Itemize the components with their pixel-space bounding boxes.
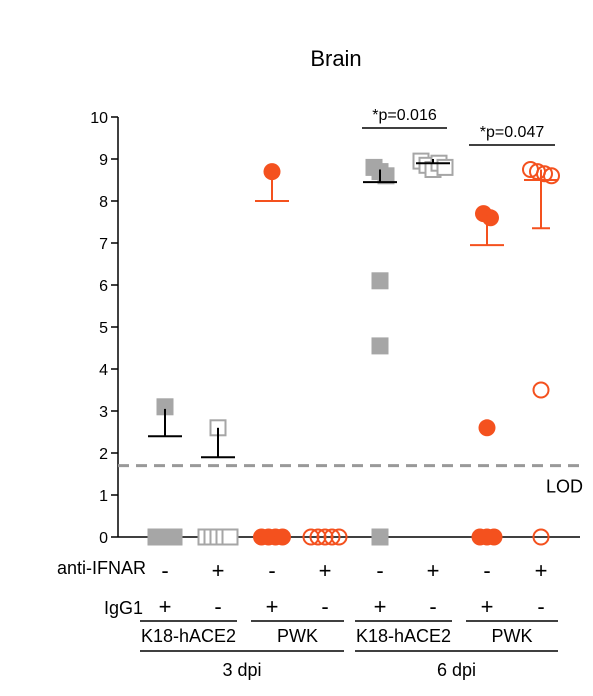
y-tick-label: 9 [99,152,108,169]
y-tick-label: 6 [99,278,108,295]
data-point [330,528,348,546]
significance-label: *p=0.047 [480,124,545,141]
anti-ifnar-label: anti-IFNAR [57,558,146,578]
significance-label: *p=0.016 [372,107,437,124]
igg1-sign: + [159,594,172,619]
strain-label: K18-hACE2 [356,626,451,646]
timepoint-label: 6 dpi [437,660,476,680]
data-point [156,398,174,416]
y-tick-label: 1 [99,488,108,505]
igg1-sign: - [537,594,544,619]
anti-ifnar-sign: + [427,558,440,583]
y-tick-label: 10 [90,110,108,127]
strain-label: K18-hACE2 [141,626,236,646]
anti-ifnar-sign: - [161,558,168,583]
igg1-sign: + [266,594,279,619]
y-tick-label: 4 [99,362,108,379]
data-point [485,528,503,546]
data-point [165,528,183,546]
data-point [371,528,389,546]
plot-area: 0 1 2 3 4 5 6 7 8 9 10 LOD *p=0.016 *p=0.047 anti-IFNA… [57,107,583,680]
igg1-sign: - [321,594,328,619]
igg1-sign: - [429,594,436,619]
data-point [532,528,550,546]
anti-ifnar-sign: - [268,558,275,583]
igg1-sign: + [374,594,387,619]
igg1-sign: - [214,594,221,619]
anti-ifnar-sign: - [483,558,490,583]
data-point [543,167,560,185]
anti-ifnar-sign: + [535,558,548,583]
anti-ifnar-sign: + [319,558,332,583]
data-point [371,272,389,290]
lod-label: LOD [546,477,583,497]
y-tick-label: 2 [99,446,108,463]
data-point [274,528,291,546]
data-point [371,337,389,355]
anti-ifnar-sign: - [376,558,383,583]
y-tick-label: 5 [99,320,108,337]
strain-label: PWK [277,626,318,646]
anti-ifnar-sign: + [212,558,225,583]
y-tick-label: 3 [99,404,108,421]
igg1-label: IgG1 [104,598,143,618]
data-point [323,528,341,546]
data-point [532,381,550,399]
data-point [377,167,395,185]
data-point [221,528,239,546]
data-point [478,419,496,437]
data-point [482,209,499,227]
y-tick-label: 7 [99,236,108,253]
data-point [536,165,553,183]
y-tick-label: 8 [99,194,108,211]
chart-title: Brain [310,46,361,71]
data-point [436,158,454,176]
timepoint-label: 3 dpi [222,660,261,680]
y-tick-label: 0 [99,530,108,547]
igg1-sign: + [481,594,494,619]
strain-label: PWK [491,626,532,646]
